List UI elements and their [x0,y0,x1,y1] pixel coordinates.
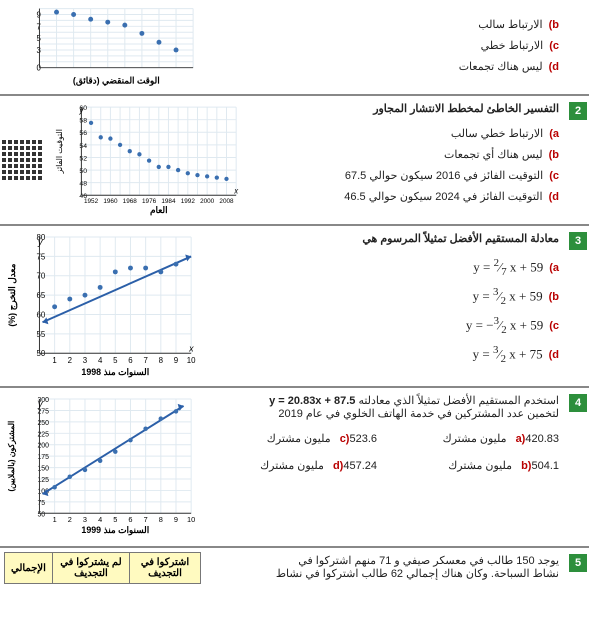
q4-options: a)420.83 مليون مشترك c)523.6 مليون مشترك… [211,428,559,476]
opt-label: c) [549,40,559,52]
question-title: استخدم المستقيم الأفضل تمثيلاً الذي معاد… [211,394,559,420]
svg-text:60: 60 [37,310,46,319]
q5-text: يوجد 150 طالب في معسكر صيفي و 71 منهم اش… [211,554,559,580]
svg-text:9: 9 [174,515,178,524]
question-title: معادلة المستقيم الأفضل تمثيلاً المرسوم ه… [211,232,559,245]
svg-text:9: 9 [37,10,41,19]
qr-code-icon [0,138,44,182]
svg-text:6: 6 [128,515,132,524]
q3-options: a)y = 2⁄7 x + 59 b)y = 3⁄2 x + 59 c)y = … [211,253,559,369]
svg-text:x: x [233,186,239,195]
svg-text:7: 7 [37,22,41,31]
eq-d: y = 3⁄2 x + 75 [473,344,543,365]
svg-text:السنوات منذ 1998: السنوات منذ 1998 [81,367,149,378]
svg-text:1: 1 [53,515,57,524]
svg-text:2008: 2008 [219,198,234,205]
eq-a: y = 2⁄7 x + 59 [473,257,543,278]
question-number: 5 [569,554,587,572]
svg-text:2: 2 [68,515,72,524]
q3-chart: 5055606570758012345678910معدل التخرج (%)… [0,226,205,386]
svg-text:65: 65 [37,291,46,300]
svg-text:3: 3 [83,515,87,524]
svg-text:1992: 1992 [181,198,196,205]
svg-text:50: 50 [79,168,87,175]
svg-text:معدل التخرج (%): معدل التخرج (%) [7,263,18,326]
q2-chart: 4648505254565860195219601968197619841992… [48,96,248,224]
svg-text:56: 56 [79,130,87,137]
question-number: 4 [569,394,587,412]
svg-text:55: 55 [37,330,46,339]
svg-text:50: 50 [37,511,45,518]
q1-options: b) الارتباط سالب c) الارتباط خطي d) ليس هنا… [205,0,563,94]
svg-text:المشتركون (بالملايين): المشتركون (بالملايين) [7,421,17,492]
svg-text:1960: 1960 [103,198,118,205]
svg-text:1952: 1952 [84,198,99,205]
question-number: 2 [569,102,587,120]
opt-text: الارتباط سالب [478,19,542,31]
opt-label: d) [549,61,559,73]
svg-text:54: 54 [79,143,87,150]
svg-text:1: 1 [52,356,56,365]
svg-text:6: 6 [128,356,133,365]
svg-text:y: y [37,237,43,247]
question-number: 3 [569,232,587,250]
svg-text:العام: العام [150,205,168,216]
q5-table: اشتركوا في التجديف لم يشتركوا في التجديف… [0,548,205,597]
svg-text:x: x [188,343,194,353]
svg-text:4: 4 [98,356,103,365]
svg-text:التوقيت الفائز: التوقيت الفائز [55,129,64,174]
svg-text:7: 7 [144,515,148,524]
svg-text:1968: 1968 [123,198,138,205]
svg-text:8: 8 [159,515,163,524]
svg-text:4: 4 [98,515,102,524]
svg-text:7: 7 [143,356,147,365]
q2-options: a)الارتباط خطي سالب b)ليس هناك أي تجمعات… [254,123,559,207]
svg-text:3: 3 [83,356,88,365]
svg-text:السنوات منذ 1999: السنوات منذ 1999 [81,525,149,536]
svg-text:75: 75 [37,500,45,507]
svg-text:10: 10 [187,515,195,524]
svg-text:5: 5 [113,356,118,365]
eq-b: y = 3⁄2 x + 59 [473,286,543,307]
svg-text:10: 10 [187,356,196,365]
opt-label: b) [549,19,559,31]
eq-c: y = −3⁄2 x + 59 [466,315,543,336]
svg-text:70: 70 [37,272,46,281]
svg-text:58: 58 [79,118,87,125]
svg-text:8: 8 [159,356,164,365]
svg-text:75: 75 [37,252,46,261]
question-title: التفسير الخاطئ لمخطط الانتشار المجاور [254,102,559,115]
q4-chart: 5075100125150175200225250275300123456789… [0,388,205,546]
svg-text:2000: 2000 [200,198,215,205]
svg-text:5: 5 [113,515,117,524]
opt-text: ليس هناك تجمعات [459,61,543,73]
svg-text:48: 48 [79,181,87,188]
svg-text:9: 9 [174,356,178,365]
svg-text:الوقت المنقضي (دقائق): الوقت المنقضي (دقائق) [73,75,160,86]
opt-text: الارتباط خطي [481,40,544,52]
svg-text:y: y [37,399,43,409]
q1-chart: 03579الوقت المنقضي (دقائق) [0,0,205,94]
svg-text:52: 52 [79,155,87,162]
svg-text:2: 2 [68,356,72,365]
